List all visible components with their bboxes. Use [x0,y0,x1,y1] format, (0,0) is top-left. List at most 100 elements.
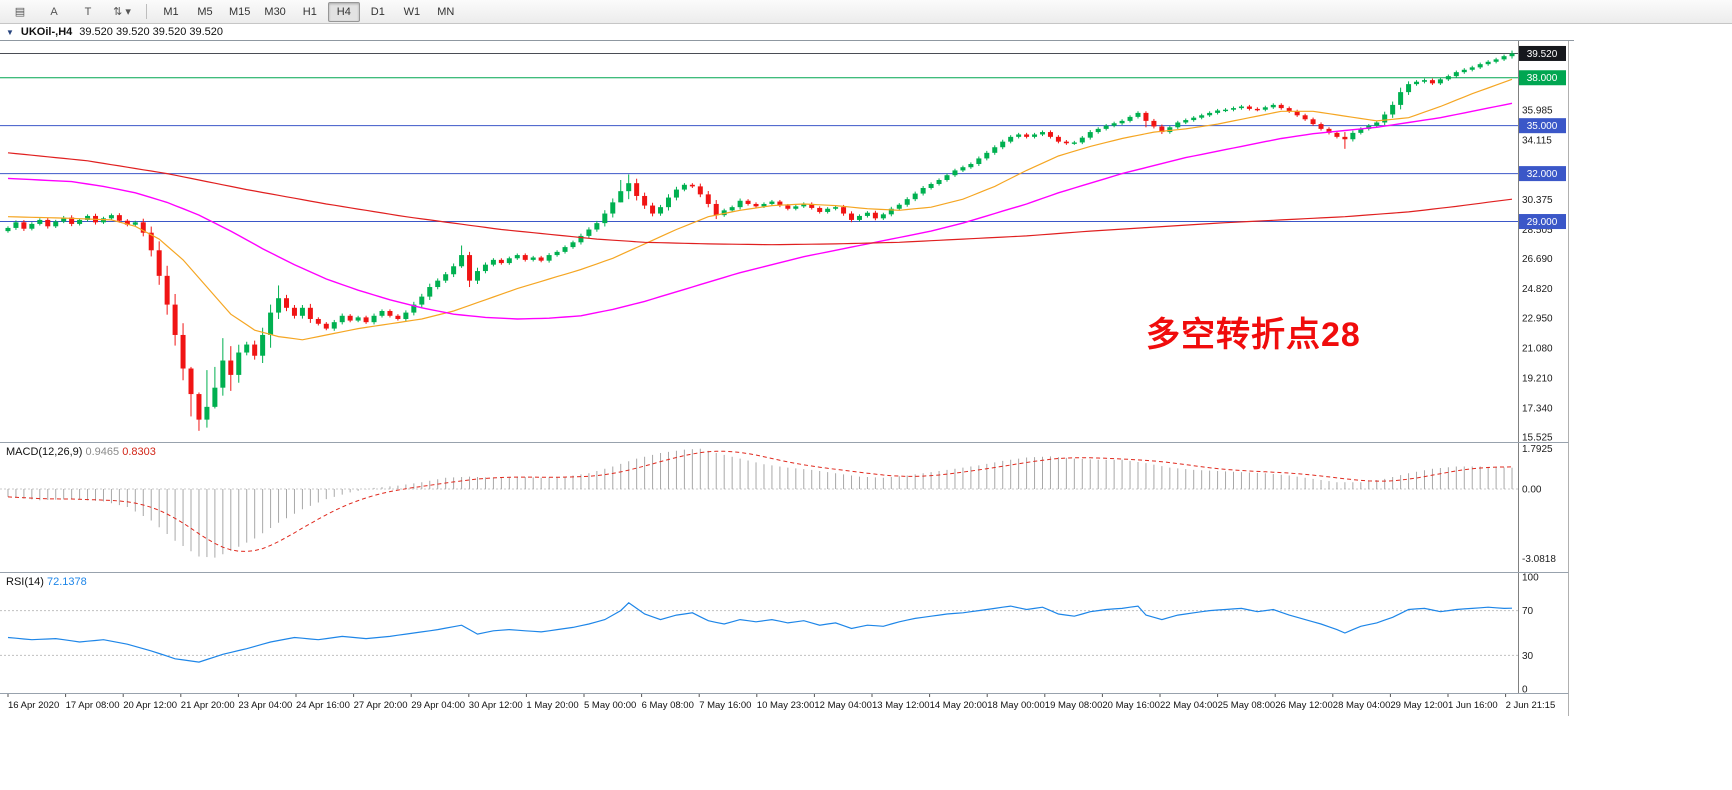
collapse-triangle-icon[interactable]: ▼ [6,27,14,37]
svg-text:-3.0818: -3.0818 [1522,554,1556,565]
svg-text:20 Apr 12:00: 20 Apr 12:00 [123,700,177,711]
svg-text:39.520: 39.520 [1527,49,1558,60]
macd-axis-labels: 1.7925 0.00 -3.0818 [1522,444,1556,565]
svg-text:26.690: 26.690 [1522,254,1553,265]
timeframe-button-d1[interactable]: D1 [370,5,385,18]
ma-slow-red [7,152,1513,246]
price-chart-panel[interactable]: 35.985 34.115 30.375 28.505 26.690 24.820 22.9… [0,41,1569,442]
price-axis-labels: 35.985 34.115 30.375 28.505 26.690 24.820 22.9… [1522,105,1553,442]
svg-text:70: 70 [1522,606,1534,617]
timeframe-button-m30[interactable]: M30 [264,5,286,18]
svg-text:17 Apr 08:00: 17 Apr 08:00 [66,700,120,711]
svg-text:22 May 04:00: 22 May 04:00 [1160,700,1218,711]
svg-text:1.7925: 1.7925 [1522,444,1553,455]
time-axis-labels: 16 Apr 2020 17 Apr 08:00 20 Apr 12:00 21 Ap… [7,694,1556,711]
svg-text:30.375: 30.375 [1522,195,1553,206]
svg-text:19 May 08:00: 19 May 08:00 [1045,700,1103,711]
chart-symbol-title: UKOil-,H4 [20,26,73,38]
svg-text:28.505: 28.505 [1522,225,1553,236]
toolbar-separator [146,4,147,19]
macd-indicator-name: MACD(12,26,9) [6,446,83,458]
price-chart-canvas[interactable]: 35.985 34.115 30.375 28.505 26.690 24.820 22.9… [0,41,1568,442]
svg-text:30: 30 [1522,651,1534,662]
svg-text:18 May 00:00: 18 May 00:00 [987,700,1045,711]
svg-text:23 Apr 04:00: 23 Apr 04:00 [238,700,292,711]
price-badge: 35.000 [1519,118,1566,134]
rsi-label: RSI(14) 72.1378 [6,576,87,588]
chart-annotation: 多空转折点28 [1146,316,1361,354]
rsi-canvas[interactable]: 100 70 30 0 [0,573,1568,693]
macd-histogram [7,448,1513,558]
macd-panel[interactable]: 1.7925 0.00 -3.0818 MACD(12,26,9) 0.9465 0… [0,442,1569,572]
candlestick-series [5,50,1515,431]
svg-text:34.115: 34.115 [1522,135,1552,146]
rsi-axis-labels: 100 70 30 0 [1522,573,1539,693]
timeframe-button-h4[interactable]: H4 [327,1,360,22]
timeframe-button-w1[interactable]: W1 [403,5,421,18]
svg-text:30 Apr 12:00: 30 Apr 12:00 [469,700,523,711]
svg-text:25 May 08:00: 25 May 08:00 [1218,700,1276,711]
svg-text:6 May 08:00: 6 May 08:00 [642,700,694,711]
window-background [0,716,1732,790]
svg-text:38.000: 38.000 [1527,73,1558,84]
svg-text:100: 100 [1522,573,1539,584]
svg-text:5 May 00:00: 5 May 00:00 [584,700,636,711]
price-badge: 29.000 [1519,214,1566,230]
svg-text:13 May 12:00: 13 May 12:00 [872,700,930,711]
svg-text:35.000: 35.000 [1527,121,1558,132]
svg-text:0: 0 [1522,685,1528,694]
time-axis[interactable]: 16 Apr 2020 17 Apr 08:00 20 Apr 12:00 21 Ap… [0,693,1569,716]
svg-text:21 Apr 20:00: 21 Apr 20:00 [181,700,235,711]
macd-main-value: 0.9465 [85,446,120,458]
svg-text:1 May 20:00: 1 May 20:00 [526,700,578,711]
svg-text:19.210: 19.210 [1522,373,1553,384]
svg-text:29 May 12:00: 29 May 12:00 [1390,700,1448,711]
svg-text:35.985: 35.985 [1522,105,1553,116]
cursor-tool-icon[interactable]: A [50,5,58,18]
macd-canvas[interactable]: 1.7925 0.00 -3.0818 [0,443,1568,572]
svg-text:28 May 04:00: 28 May 04:00 [1333,700,1391,711]
svg-text:24 Apr 16:00: 24 Apr 16:00 [296,700,350,711]
svg-text:29.000: 29.000 [1527,217,1558,228]
timeframe-button-mn[interactable]: MN [437,5,455,18]
timeframe-button-m5[interactable]: M5 [197,5,213,18]
svg-text:27 Apr 20:00: 27 Apr 20:00 [354,700,408,711]
timeframe-button-h1[interactable]: H1 [302,5,317,18]
chart-ohlc-values: 39.520 39.520 39.520 39.520 [79,26,224,38]
svg-text:10 May 23:00: 10 May 23:00 [757,700,815,711]
macd-signal-line [7,450,1513,552]
svg-text:22.950: 22.950 [1522,314,1553,325]
svg-text:0.00: 0.00 [1522,485,1542,496]
svg-text:21.080: 21.080 [1522,344,1553,355]
timeframe-button-m1[interactable]: M1 [163,5,179,18]
rsi-panel[interactable]: 100 70 30 0 RSI(14) 72.1378 [0,572,1569,693]
timeframe-button-m15[interactable]: M15 [229,5,251,18]
ma-fast-orange [7,78,1513,341]
svg-text:14 May 20:00: 14 May 20:00 [930,700,988,711]
chart-windows-icon[interactable]: ▤ [14,6,26,18]
price-badge: 39.520 [1519,45,1566,61]
svg-text:29 Apr 04:00: 29 Apr 04:00 [411,700,465,711]
ma-mid-magenta [7,102,1513,320]
svg-text:24.820: 24.820 [1522,284,1553,295]
svg-text:26 May 12:00: 26 May 12:00 [1275,700,1333,711]
svg-text:32.000: 32.000 [1527,169,1558,180]
svg-text:2 Jun 21:15: 2 Jun 21:15 [1506,700,1556,711]
rsi-indicator-name: RSI(14) [6,576,44,588]
rsi-line [7,602,1513,663]
svg-text:7 May 16:00: 7 May 16:00 [699,700,751,711]
scale-dropdown-icon[interactable]: ⇅ ▾ [113,6,131,18]
time-axis-canvas: 16 Apr 2020 17 Apr 08:00 20 Apr 12:00 21 Ap… [7,694,1556,711]
chart-caption-bar[interactable]: ▼ UKOil-,H4 39.520 39.520 39.520 39.520 [0,24,1574,41]
toolbar: ▤ A T ⇅ ▾ M1 M5 M15 M30 H1 H4 D1 W1 MN [0,0,1732,24]
svg-text:17.340: 17.340 [1522,403,1553,414]
macd-signal-value: 0.8303 [122,446,156,458]
svg-text:20 May 16:00: 20 May 16:00 [1102,700,1160,711]
price-badge: 32.000 [1519,166,1566,182]
macd-label: MACD(12,26,9) 0.9465 0.8303 [6,446,156,458]
rsi-value: 72.1378 [46,576,87,588]
horizontal-price-lines [0,52,1518,223]
text-tool-icon[interactable]: T [84,5,92,18]
svg-text:15.525: 15.525 [1522,432,1553,442]
